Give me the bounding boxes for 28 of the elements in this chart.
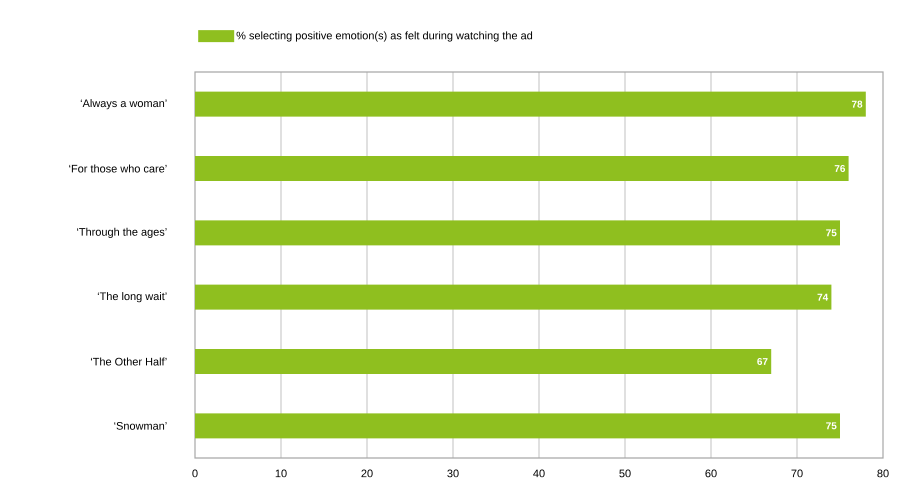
y-tick-label: ‘Always a woman’ — [80, 99, 167, 110]
x-tick-label: 50 — [619, 470, 631, 478]
data-label: 78 — [852, 100, 862, 108]
data-label: 74 — [818, 294, 828, 301]
y-tick-label: ‘For those who care’ — [69, 164, 167, 173]
bar — [194, 413, 840, 438]
data-label: 76 — [834, 164, 846, 172]
x-tick-label: 20 — [361, 470, 373, 478]
bar — [194, 349, 772, 374]
x-tick-label: 80 — [877, 470, 889, 478]
bar — [194, 284, 832, 310]
legend-label: % selecting positive emotion(s) as felt during watching the ad — [236, 31, 532, 42]
data-label: 75 — [826, 229, 837, 236]
y-tick-label: ‘Snowman’ — [114, 422, 167, 430]
x-tick-label: 10 — [276, 470, 287, 478]
x-tick-label: 0 — [192, 470, 198, 478]
data-label: 75 — [826, 422, 837, 430]
x-tick-label: 60 — [705, 470, 717, 478]
bar — [194, 220, 840, 246]
x-tick-label: 30 — [447, 470, 459, 478]
y-tick-label: ‘Through the ages’ — [77, 228, 167, 238]
data-label: 67 — [757, 358, 768, 366]
bar — [194, 156, 849, 182]
y-tick-label: ‘The Other Half’ — [90, 357, 167, 366]
x-tick-label: 70 — [791, 470, 803, 478]
y-tick-label: ‘The long wait’ — [98, 292, 167, 302]
x-tick-label: 40 — [533, 470, 545, 478]
bar — [194, 92, 866, 117]
